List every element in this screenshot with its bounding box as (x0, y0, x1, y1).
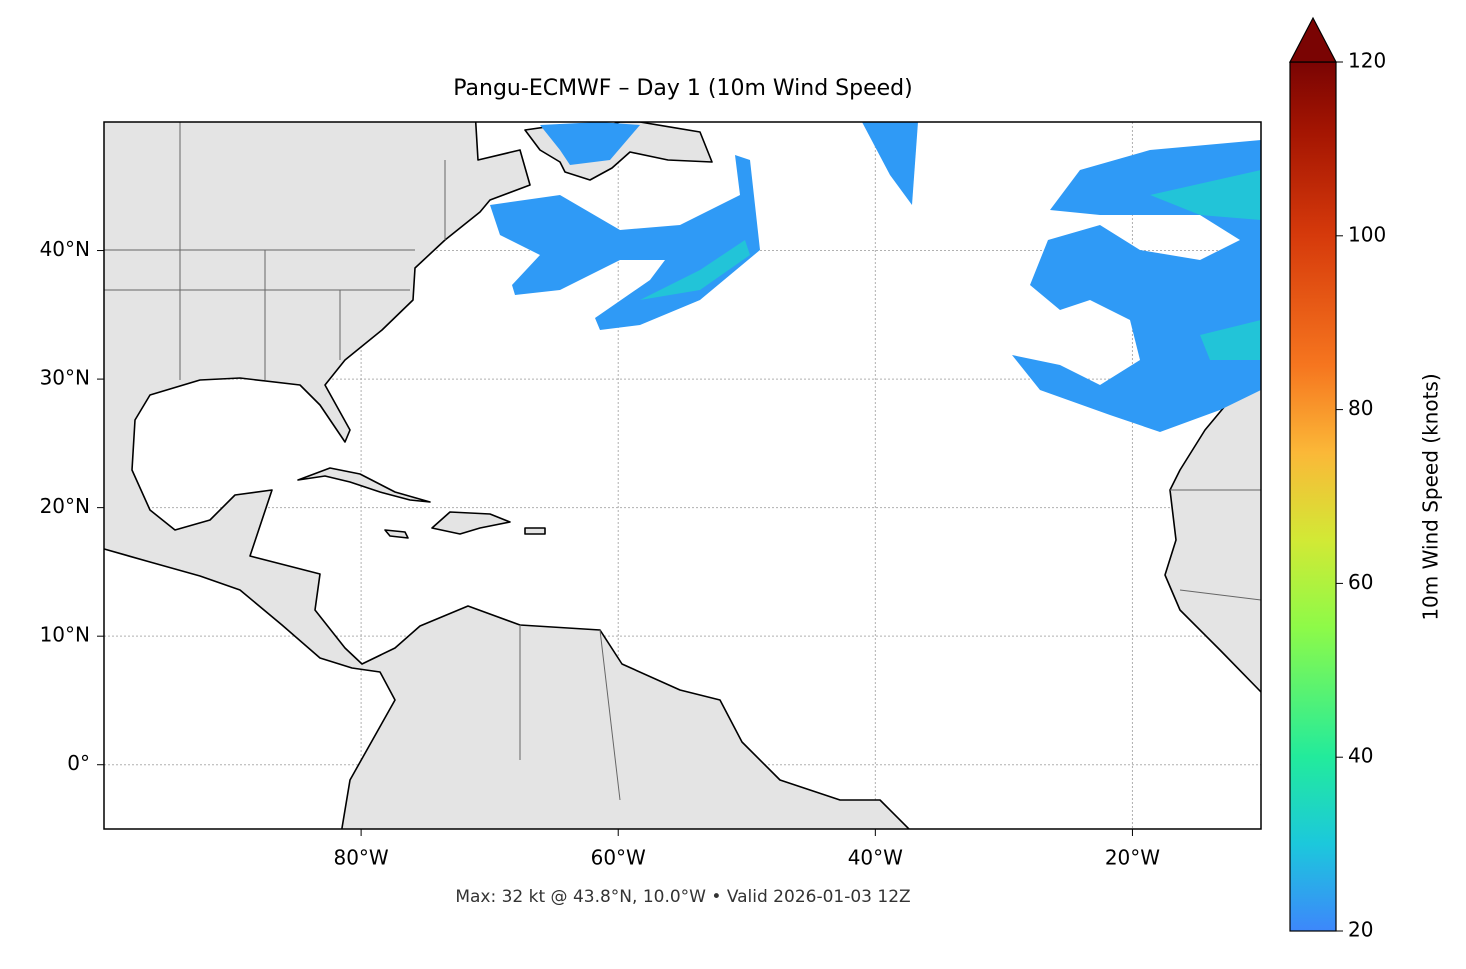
colorbar-tick-label: 40 (1348, 744, 1373, 768)
colorbar-bar (1289, 61, 1337, 932)
puerto-rico (524, 527, 546, 535)
colorbar-extend (1289, 16, 1337, 63)
axes: 80°W 60°W 40°W 20°W 0° 10°N 20°N 30°N 40°N (40, 237, 1161, 869)
colorbar: 20 40 60 80 100 120 (1289, 16, 1386, 942)
chart-title: Pangu-ECMWF – Day 1 (10m Wind Speed) (453, 76, 912, 101)
colorbar-tick-label: 60 (1348, 570, 1373, 594)
cuba (297, 467, 431, 503)
x-tick-label: 80°W (333, 846, 388, 870)
map-frame (103, 121, 1262, 830)
jamaica (384, 529, 409, 539)
x-tick-label: 20°W (1105, 846, 1160, 870)
americas (104, 122, 911, 829)
colorbar-label: 10m Wind Speed (knots) (1419, 373, 1443, 620)
colorbar-tick-label: 20 (1348, 918, 1373, 942)
x-tick-label: 40°W (848, 846, 903, 870)
borders (104, 122, 1261, 801)
colorbar-tick-label: 100 (1348, 222, 1386, 246)
y-tick-label: 0° (67, 751, 90, 775)
y-tick-label: 10°N (40, 623, 90, 647)
y-tick-label: 30°N (40, 366, 90, 390)
hispaniola (431, 511, 511, 535)
footer-note: Max: 32 kt @ 43.8°N, 10.0°W • Valid 2026… (455, 887, 910, 907)
colorbar-tick-label: 120 (1348, 49, 1386, 73)
colorbar-tick-label: 80 (1348, 396, 1373, 420)
x-tick-label: 60°W (591, 846, 646, 870)
map (104, 122, 1261, 829)
y-tick-label: 40°N (40, 237, 90, 261)
y-tick-label: 20°N (40, 494, 90, 518)
wind-field (490, 122, 1261, 432)
